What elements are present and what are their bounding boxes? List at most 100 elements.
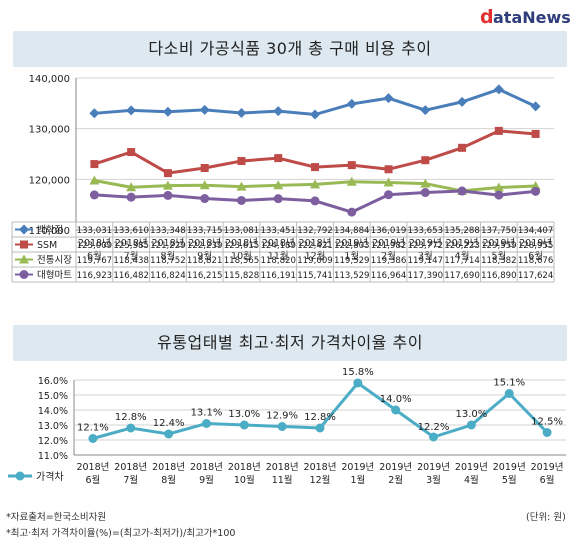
x-tick-label: 2018년 bbox=[78, 238, 111, 249]
x-tick-label: 8월 bbox=[161, 250, 176, 262]
data-point bbox=[126, 182, 137, 192]
data-label: 12.2% bbox=[418, 422, 450, 433]
data-point bbox=[458, 143, 467, 152]
data-label: 12.5% bbox=[531, 417, 563, 428]
x-tick-label: 4월 bbox=[455, 250, 470, 262]
table-cell: 116,890 bbox=[481, 271, 517, 281]
x-tick-label: 2018년 bbox=[304, 462, 337, 473]
table-cell: 118,565 bbox=[224, 256, 260, 266]
table-cell: 118,752 bbox=[150, 256, 186, 266]
purchase-cost-data-table: 백화점 133,031 133,610 133,348 133,715 133,081 13… bbox=[11, 221, 555, 283]
data-point bbox=[89, 175, 100, 185]
data-point bbox=[310, 179, 320, 189]
y-tick-label: 14.0% bbox=[38, 406, 68, 417]
data-point bbox=[239, 420, 249, 430]
data-point bbox=[200, 163, 209, 172]
x-tick-label: 9월 bbox=[199, 474, 214, 486]
x-tick-label: 12월 bbox=[305, 250, 326, 262]
y-tick-label: 130,000 bbox=[29, 125, 70, 136]
data-point bbox=[466, 420, 476, 430]
data-point bbox=[493, 182, 504, 192]
data-point bbox=[200, 194, 210, 204]
data-point bbox=[531, 186, 541, 196]
x-tick-label: 4월 bbox=[464, 474, 479, 486]
purchase-cost-line-chart: 110,000120,000130,000140,0002018년6월2018년… bbox=[29, 74, 554, 262]
x-tick-label: 7월 bbox=[123, 474, 138, 486]
x-tick-label: 2018년 bbox=[190, 462, 223, 473]
x-tick-label: 2월 bbox=[381, 250, 396, 262]
data-label: 13.1% bbox=[191, 408, 223, 419]
legend-marker bbox=[19, 224, 29, 235]
table-cell: 118,676 bbox=[518, 256, 554, 266]
chart1-title: 다소비 가공식품 30개 총 구매 비용 추이 bbox=[148, 39, 432, 58]
data-point bbox=[420, 105, 431, 116]
data-label: 15.1% bbox=[493, 378, 525, 389]
data-point bbox=[420, 188, 430, 198]
y-tick-label: 11.0% bbox=[38, 451, 68, 462]
data-point bbox=[273, 180, 284, 190]
x-tick-label: 6월 bbox=[86, 474, 101, 486]
table-cell: 123,615 bbox=[224, 241, 260, 251]
x-tick-label: 5월 bbox=[502, 474, 517, 486]
x-tick-label: 2019년 bbox=[455, 462, 488, 473]
table-cell: 123,772 bbox=[408, 241, 444, 251]
x-tick-label: 2019년 bbox=[519, 238, 552, 249]
data-point bbox=[429, 432, 439, 442]
data-point bbox=[126, 105, 137, 116]
table-cell: 133,081 bbox=[224, 226, 260, 236]
data-point bbox=[310, 196, 320, 206]
data-point bbox=[89, 108, 100, 119]
data-point bbox=[90, 160, 99, 169]
table-cell: 134,407 bbox=[518, 226, 554, 236]
y-tick-label: 110,000 bbox=[29, 226, 70, 237]
data-point bbox=[457, 186, 467, 196]
table-cell: 135,288 bbox=[444, 226, 480, 236]
x-tick-label: 2018년 bbox=[228, 462, 261, 473]
data-point bbox=[311, 163, 319, 172]
table-cell: 119,529 bbox=[334, 256, 370, 266]
table-cell: 129,559 bbox=[481, 241, 517, 251]
x-tick-label: 2019년 bbox=[531, 462, 564, 473]
x-tick-label: 6월 bbox=[540, 474, 555, 486]
table-cell: 124,189 bbox=[260, 241, 296, 251]
x-tick-label: 2019년 bbox=[482, 238, 515, 249]
data-point bbox=[315, 423, 325, 433]
table-cell: 126,223 bbox=[444, 241, 480, 251]
data-point bbox=[542, 428, 552, 437]
table-cell: 116,964 bbox=[371, 271, 407, 281]
y-tick-label: 120,000 bbox=[29, 175, 70, 186]
x-tick-label: 10월 bbox=[234, 474, 255, 486]
table-cell: 113,529 bbox=[334, 271, 370, 281]
x-tick-label: 2018년 bbox=[76, 462, 109, 473]
y-tick-label: 140,000 bbox=[29, 74, 70, 85]
legend-label: 백화점 bbox=[37, 224, 63, 236]
table-cell: 134,884 bbox=[334, 226, 370, 236]
x-tick-label: 2월 bbox=[388, 474, 403, 486]
table-cell: 122,421 bbox=[297, 241, 333, 251]
x-tick-label: 2019년 bbox=[493, 462, 526, 473]
y-tick-label: 16.0% bbox=[38, 376, 68, 387]
x-tick-label: 11월 bbox=[268, 250, 289, 262]
x-tick-label: 2018년 bbox=[225, 238, 258, 249]
x-tick-label: 2018년 bbox=[262, 238, 295, 249]
data-label: 12.8% bbox=[115, 412, 147, 423]
x-tick-label: 2019년 bbox=[446, 238, 479, 249]
table-cell: 133,653 bbox=[408, 226, 444, 236]
table-cell: 118,438 bbox=[113, 256, 149, 266]
x-tick-label: 8월 bbox=[161, 474, 176, 486]
data-point bbox=[420, 178, 431, 188]
data-point bbox=[201, 419, 211, 428]
datanews-logo: d ataNews bbox=[480, 6, 571, 28]
data-label: 12.9% bbox=[266, 411, 298, 422]
x-tick-label: 2018년 bbox=[114, 462, 147, 473]
data-point bbox=[457, 96, 468, 107]
data-point bbox=[347, 161, 356, 170]
price-gap-line-chart: 11.0%12.0%13.0%14.0%15.0%16.0%2018년6월201… bbox=[8, 367, 566, 486]
table-cell: 136,019 bbox=[371, 226, 407, 236]
legend-label: SSM bbox=[37, 240, 57, 251]
table-cell: 116,215 bbox=[187, 271, 223, 281]
table-cell: 132,792 bbox=[297, 226, 333, 236]
data-point bbox=[494, 190, 504, 200]
x-tick-label: 2019년 bbox=[335, 238, 368, 249]
legend-marker bbox=[15, 471, 25, 481]
